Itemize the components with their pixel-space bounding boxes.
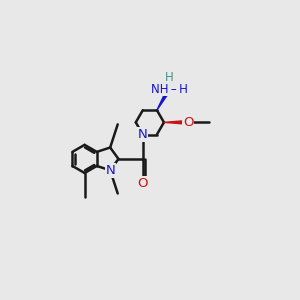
Polygon shape [164, 120, 188, 124]
Polygon shape [157, 88, 171, 110]
Text: H: H [165, 71, 173, 84]
Text: N: N [105, 164, 115, 177]
Text: O: O [183, 116, 194, 129]
Text: NH – H: NH – H [151, 82, 188, 96]
Text: O: O [138, 177, 148, 190]
Text: N: N [138, 128, 148, 141]
